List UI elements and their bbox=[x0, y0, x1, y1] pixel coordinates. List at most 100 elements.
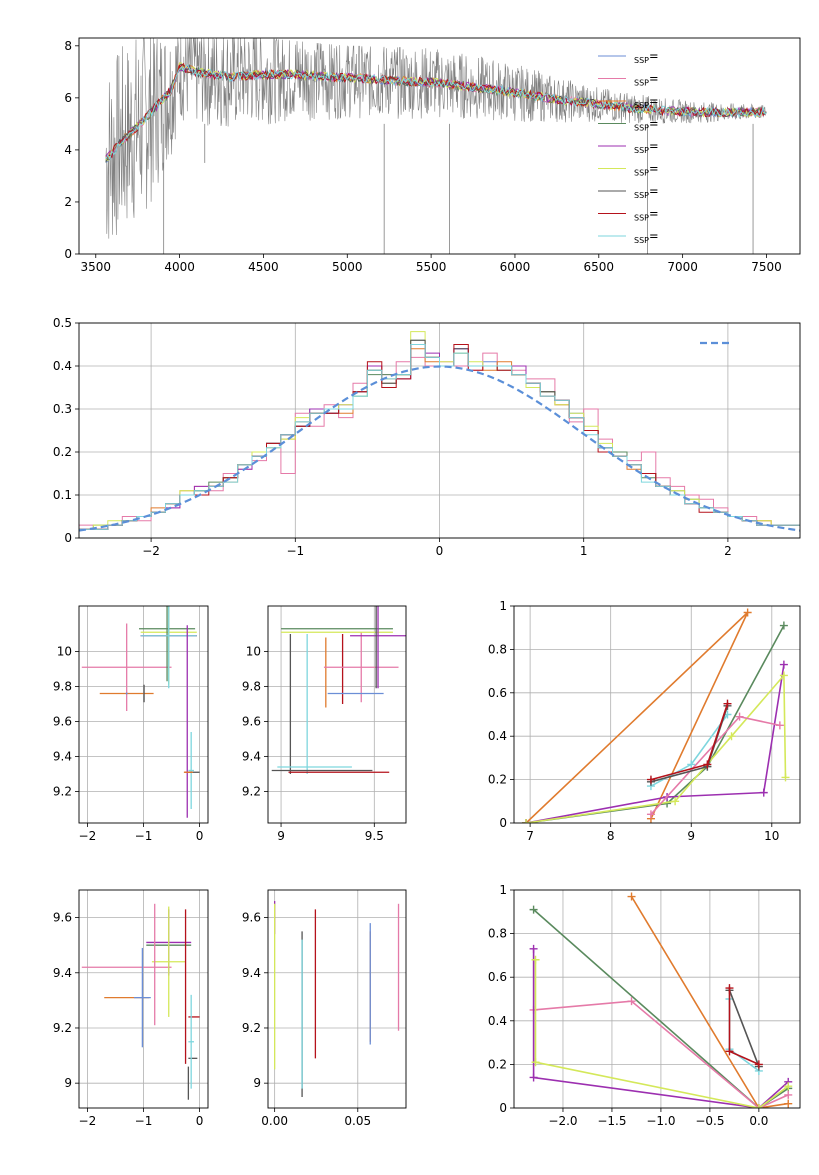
legend-entry: SSP= bbox=[634, 117, 659, 133]
weight-marker bbox=[646, 775, 655, 784]
x-tick-label: −1 bbox=[135, 1114, 153, 1128]
legend-eq: = bbox=[649, 162, 659, 176]
plot-area bbox=[271, 606, 406, 774]
y-tick-label: 0.4 bbox=[53, 359, 72, 373]
weight-marker bbox=[529, 905, 538, 914]
weight-marker bbox=[781, 773, 790, 782]
panel-3: −2 −1 0 9.2 9.4 9.6 9.8 10 bbox=[53, 605, 209, 843]
y-tick-label: 0 bbox=[64, 247, 72, 261]
y-tick-label: 9.6 bbox=[53, 911, 72, 925]
x-tick-label: 8 bbox=[607, 829, 615, 843]
weight-marker bbox=[779, 660, 788, 669]
weight-marker bbox=[784, 1082, 793, 1091]
x-tick-label: −2.0 bbox=[548, 1114, 577, 1128]
weight-marker bbox=[529, 944, 538, 953]
weight-marker bbox=[723, 699, 732, 708]
y-tick-label: 0.6 bbox=[488, 970, 507, 984]
y-tick-label: 0.2 bbox=[53, 445, 72, 459]
y-tick-label: 10 bbox=[57, 645, 72, 659]
y-tick-label: 0.4 bbox=[488, 729, 507, 743]
legend-sub: SSP bbox=[634, 124, 649, 133]
y-tick-label: 1 bbox=[499, 883, 507, 897]
y-tick-label: 0 bbox=[64, 531, 72, 545]
x-tick-label: −2 bbox=[142, 544, 160, 558]
legend-entry: SSP= bbox=[634, 229, 659, 245]
weight-line-salpeter-elodie bbox=[525, 664, 785, 823]
y-tick-label: 0.5 bbox=[53, 316, 72, 330]
y-tick-label: 9.6 bbox=[242, 911, 261, 925]
plot-area bbox=[522, 608, 790, 823]
legend-entry: SSP= bbox=[634, 72, 659, 88]
weight-line-kroupa-miles bbox=[630, 896, 789, 1108]
y-tick-label: 0.8 bbox=[488, 642, 507, 656]
x-tick-label: 0.00 bbox=[261, 1114, 288, 1128]
weight-line-chabrier-elodie bbox=[533, 908, 789, 1108]
x-tick-label: −1 bbox=[286, 544, 304, 558]
y-tick-label: 0.4 bbox=[488, 1014, 507, 1028]
y-tick-label: 1 bbox=[499, 599, 507, 613]
x-tick-label: 4500 bbox=[248, 260, 279, 274]
x-tick-label: 7500 bbox=[751, 260, 782, 274]
y-tick-label: 10 bbox=[246, 645, 261, 659]
y-tick-label: 0.2 bbox=[488, 773, 507, 787]
legend-sub: SSP bbox=[634, 56, 649, 65]
x-tick-label: 1 bbox=[580, 544, 588, 558]
weight-marker bbox=[754, 1104, 763, 1108]
legend-eq: = bbox=[649, 49, 659, 63]
y-tick-label: 9.6 bbox=[242, 715, 261, 729]
legend-entry: SSP= bbox=[634, 49, 659, 65]
y-tick-label: 0.3 bbox=[53, 402, 72, 416]
weight-marker bbox=[754, 1060, 763, 1069]
x-tick-label: 9 bbox=[277, 829, 285, 843]
axes-frame bbox=[78, 37, 801, 255]
legend-sub: SSP bbox=[634, 236, 649, 245]
y-tick-label: 9.8 bbox=[53, 680, 72, 694]
axes-frame bbox=[267, 889, 407, 1109]
y-tick-label: 6 bbox=[64, 91, 72, 105]
x-tick-label: 10 bbox=[764, 829, 779, 843]
legend-entry: SSP= bbox=[634, 207, 659, 223]
weight-marker bbox=[779, 621, 788, 630]
weight-marker bbox=[725, 984, 734, 993]
y-tick-label: 9.4 bbox=[242, 966, 261, 980]
weight-marker bbox=[522, 819, 531, 823]
weight-marker bbox=[759, 788, 768, 797]
x-tick-label: 3500 bbox=[80, 260, 111, 274]
normal-curve bbox=[79, 365, 800, 532]
x-tick-label: 6500 bbox=[584, 260, 615, 274]
legend-eq: = bbox=[649, 229, 659, 243]
weight-marker bbox=[531, 955, 540, 964]
weight-marker bbox=[687, 760, 696, 769]
x-tick-label: 7000 bbox=[667, 260, 698, 274]
panel-2: −2 −1 0 1 2 0 0.1 0.2 0.3 0.4 0.5 bbox=[53, 316, 801, 558]
weight-line-chabrier-stelib bbox=[728, 990, 760, 1067]
y-tick-label: 9.2 bbox=[242, 785, 261, 799]
y-tick-label: 2 bbox=[64, 195, 72, 209]
plot-area bbox=[81, 903, 200, 1100]
x-tick-label: −1.5 bbox=[597, 1114, 626, 1128]
weight-marker bbox=[775, 721, 784, 730]
legend: SSP=SSP=SSP=SSP=SSP=SSP=SSP=SSP=SSP= bbox=[598, 49, 659, 245]
axes-frame bbox=[513, 889, 801, 1109]
weight-line-kroupa-elodie bbox=[525, 673, 787, 823]
y-tick-label: 9.6 bbox=[53, 715, 72, 729]
model-salpeter-stelib bbox=[105, 62, 767, 159]
weight-marker bbox=[743, 608, 752, 617]
x-tick-label: 4000 bbox=[164, 260, 195, 274]
weight-line-kroupa-miles bbox=[525, 611, 749, 823]
axes-frame bbox=[267, 605, 407, 824]
weight-marker bbox=[646, 810, 655, 819]
panel-5: 7 8 9 10 0 0.2 0.4 0.6 0.8 1 bbox=[488, 599, 801, 843]
weight-marker bbox=[727, 732, 736, 741]
panel-1: 3500 4000 4500 5000 5500 6000 6500 7000 7500 0 2 4 6… bbox=[64, 37, 801, 274]
y-tick-label: 9.4 bbox=[242, 750, 261, 764]
weight-marker bbox=[735, 712, 744, 721]
weight-marker bbox=[784, 1090, 793, 1099]
x-tick-label: 9 bbox=[687, 829, 695, 843]
weight-marker bbox=[531, 1058, 540, 1067]
legend-entry: SSP= bbox=[634, 94, 659, 110]
y-tick-label: 9.4 bbox=[53, 966, 72, 980]
weight-marker bbox=[627, 892, 636, 901]
weight-marker bbox=[779, 671, 788, 680]
